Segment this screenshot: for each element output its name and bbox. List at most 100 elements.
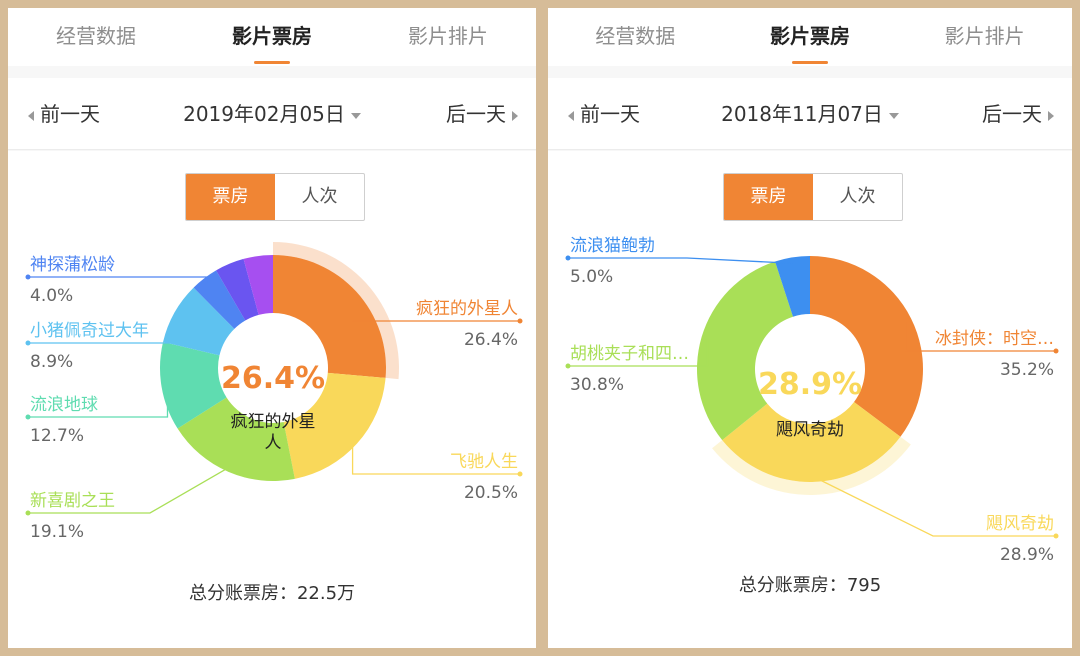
donut-slice[interactable] (193, 270, 246, 329)
slice-percent: 35.2% (1000, 360, 1054, 380)
total-box-office: 总分账票房：795 (548, 571, 1072, 597)
donut-slice[interactable] (697, 261, 793, 441)
donut-slice[interactable] (160, 341, 227, 429)
donut-chart: 疯狂的外星人 26.4% 飞驰人生 20.5% 新喜剧之王 19.1% 流浪地球 12.7% 小… (25, 242, 523, 542)
slice-percent: 30.8% (570, 375, 624, 395)
leader-dot (25, 274, 31, 280)
slice-percent: 26.4% (464, 330, 518, 350)
next-day-label: 后一天 (982, 102, 1042, 126)
box-office-panel-left: 经营数据 影片票房 影片排片 前一天 2019年02月05日 后一天 票房 人次… (8, 8, 536, 648)
leader-line (28, 315, 181, 344)
slice-percent: 5.0% (570, 267, 613, 287)
leader-line (905, 321, 1056, 352)
donut-slice[interactable] (283, 372, 386, 479)
tab-movie-schedule[interactable]: 影片排片 (944, 24, 1025, 48)
donut-slice[interactable] (163, 287, 235, 356)
center-movie-name: 飓风奇劫 (776, 420, 844, 440)
next-day-button[interactable]: 后一天 (446, 78, 518, 150)
donut-slice[interactable] (722, 401, 901, 482)
metric-toggle: 票房 人次 (723, 173, 903, 221)
metric-toggle: 票房 人次 (185, 173, 365, 221)
donut-slice[interactable] (775, 256, 810, 317)
center-percent: 26.4% (221, 361, 325, 396)
tab-movie-schedule[interactable]: 影片排片 (407, 24, 488, 48)
tab-label: 影片票房 (769, 24, 850, 48)
date-label[interactable]: 2018年11月07日 (721, 102, 883, 126)
tab-bar: 经营数据 影片票房 影片排片 (8, 8, 536, 66)
previous-day-label: 前一天 (580, 102, 640, 126)
chevron-down-icon[interactable] (350, 112, 361, 119)
slice-label: 小猪佩奇过大年 8.9% (25, 315, 181, 372)
slice-percent: 19.1% (30, 522, 84, 542)
donut-slice[interactable] (216, 258, 259, 321)
slice-label: 流浪地球 12.7% (25, 385, 169, 446)
donut-slice[interactable] (177, 397, 295, 481)
date-navigation: 前一天 2018年11月07日 后一天 (548, 78, 1072, 150)
slice-label: 胡桃夹子和四… 30.8% (565, 338, 709, 395)
total-box-office: 总分账票房：22.5万 (8, 579, 536, 605)
donut-slice[interactable] (243, 255, 273, 315)
slice-percent: 12.7% (30, 426, 84, 446)
tab-operating-data[interactable]: 经营数据 (55, 24, 136, 48)
previous-day-label: 前一天 (40, 102, 100, 126)
previous-day-button[interactable]: 前一天 (568, 78, 640, 150)
chevron-left-icon (28, 110, 34, 121)
chart-content: 票房 人次 冰封侠：时空… 35.2% 飓风奇劫 28.9% 胡桃夹子和四… 30.8% 流… (548, 151, 1072, 648)
donut-chart: 冰封侠：时空… 35.2% 飓风奇劫 28.9% 胡桃夹子和四… 30.8% 流浪猫鲍勃 5.… (565, 236, 1059, 565)
slice-name: 飓风奇劫 (986, 514, 1054, 534)
slice-name: 神探蒲松龄 (30, 255, 115, 275)
toggle-box-office[interactable]: 票房 (724, 174, 813, 220)
slice-name: 流浪地球 (30, 395, 98, 415)
box-office-panel-right: 经营数据 影片票房 影片排片 前一天 2018年11月07日 后一天 票房 人次… (548, 8, 1072, 648)
slice-label: 流浪猫鲍勃 5.0% (565, 236, 794, 287)
slice-name: 胡桃夹子和四… (570, 344, 689, 364)
donut-slice[interactable] (273, 255, 386, 378)
date-navigation: 前一天 2019年02月05日 后一天 (8, 78, 536, 150)
slice-percent: 28.9% (1000, 545, 1054, 565)
chart-content: 票房 人次 疯狂的外星人 26.4% 飞驰人生 20.5% 新喜剧之王 19.1% 流浪地球… (8, 151, 536, 648)
slice-label: 飓风奇劫 28.9% (811, 475, 1059, 565)
center-movie-name: 疯狂的外星 (231, 412, 316, 432)
leader-line (351, 439, 520, 475)
leader-line (568, 338, 709, 367)
tab-label: 影片票房 (231, 24, 312, 48)
slice-name: 冰封侠：时空… (935, 329, 1054, 349)
center-movie-name-cont: 人 (265, 433, 282, 453)
highlight-halo (273, 242, 399, 380)
toggle-admissions[interactable]: 人次 (301, 186, 338, 207)
leader-line (28, 276, 209, 284)
toggle-admissions[interactable]: 人次 (839, 186, 876, 207)
donut-slice[interactable] (810, 256, 923, 437)
next-day-button[interactable]: 后一天 (982, 78, 1054, 150)
leader-line (28, 385, 169, 418)
chevron-down-icon[interactable] (888, 112, 899, 119)
leader-dot (25, 510, 31, 516)
previous-day-button[interactable]: 前一天 (28, 78, 100, 150)
next-day-label: 后一天 (446, 102, 506, 126)
highlight-halo (712, 436, 911, 496)
tab-operating-data[interactable]: 经营数据 (595, 24, 676, 48)
date-label[interactable]: 2019年02月05日 (183, 102, 345, 126)
chevron-right-icon (1048, 110, 1054, 121)
slice-label: 飞驰人生 20.5% (351, 439, 523, 503)
center-percent: 28.9% (758, 367, 862, 402)
chevron-left-icon (568, 110, 574, 121)
leader-line (28, 465, 232, 514)
slice-name: 飞驰人生 (450, 452, 518, 472)
slice-label: 冰封侠：时空… 35.2% (905, 321, 1059, 380)
slice-label: 新喜剧之王 19.1% (25, 465, 232, 542)
total-value: 795 (846, 575, 882, 596)
tab-movie-box-office[interactable]: 影片票房 (184, 8, 360, 66)
leader-dot (25, 340, 31, 346)
total-label: 总分账票房： (738, 575, 847, 596)
toggle-box-office[interactable]: 票房 (186, 174, 275, 220)
leader-dot (517, 471, 523, 477)
leader-line (351, 295, 520, 322)
tab-movie-box-office[interactable]: 影片票房 (723, 8, 898, 66)
active-tab-indicator (791, 61, 828, 64)
slice-name: 新喜剧之王 (30, 491, 115, 511)
slice-percent: 8.9% (30, 352, 73, 372)
leader-dot (1053, 348, 1059, 354)
leader-dot (517, 318, 523, 324)
slice-name: 流浪猫鲍勃 (570, 236, 655, 256)
